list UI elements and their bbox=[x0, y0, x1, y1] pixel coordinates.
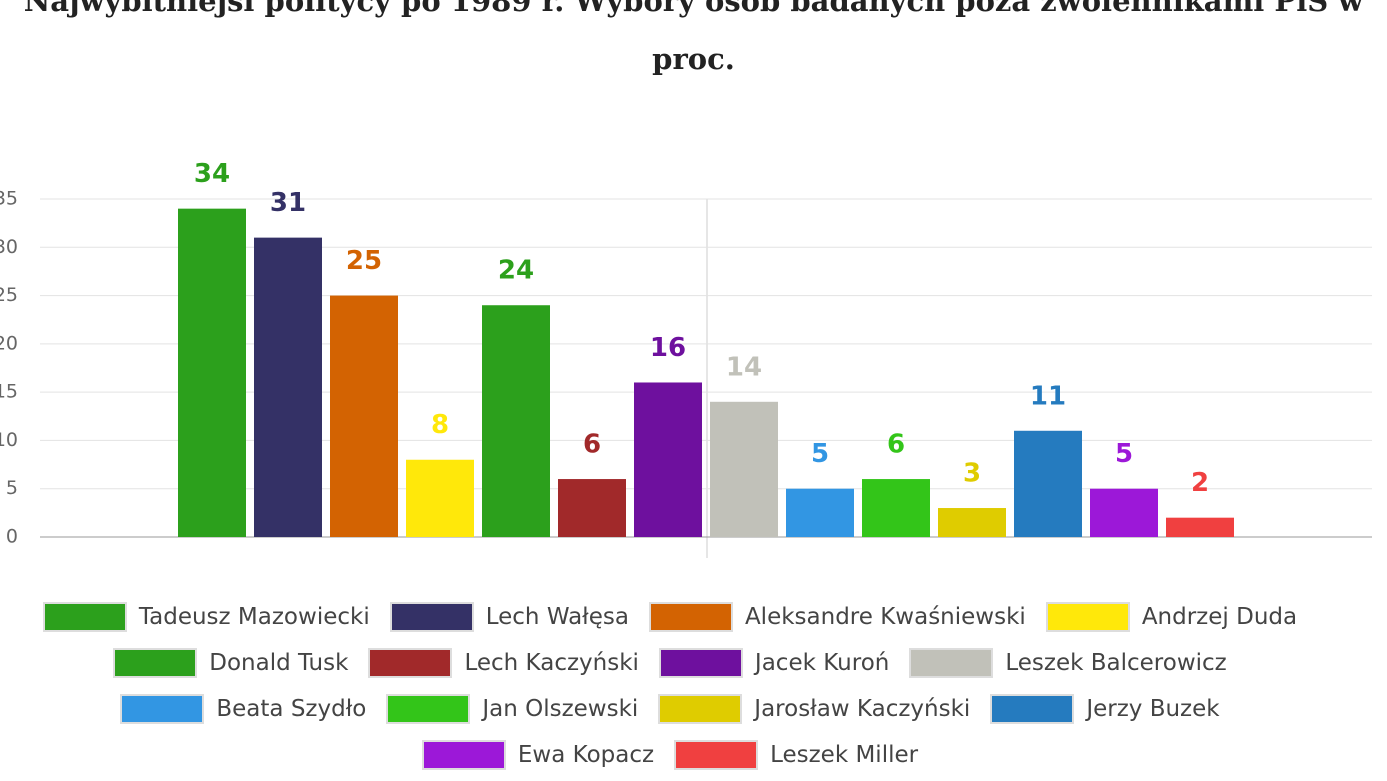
value-label: 3 bbox=[963, 459, 981, 489]
legend-swatch bbox=[909, 648, 994, 678]
y-tick-label: 25 bbox=[0, 284, 18, 306]
legend-item[interactable]: Donald Tusk bbox=[113, 648, 349, 678]
value-label: 6 bbox=[583, 430, 601, 460]
y-tick-label: 5 bbox=[6, 477, 18, 499]
bar bbox=[558, 479, 626, 537]
value-label: 5 bbox=[811, 439, 829, 469]
legend-swatch bbox=[1045, 602, 1130, 632]
legend-label: Lech Kaczyński bbox=[464, 650, 639, 676]
bar bbox=[786, 488, 854, 537]
bar bbox=[938, 508, 1006, 537]
value-label: 14 bbox=[726, 352, 762, 382]
legend-item[interactable]: Lech Wałęsa bbox=[389, 602, 629, 632]
legend-swatch bbox=[386, 694, 471, 724]
legend-label: Jarosław Kaczyński bbox=[754, 696, 971, 722]
legend-label: Jacek Kuroń bbox=[754, 650, 890, 676]
value-label: 31 bbox=[270, 188, 306, 218]
bar bbox=[634, 382, 702, 537]
y-tick-label: 30 bbox=[0, 236, 18, 258]
bar bbox=[1014, 430, 1082, 537]
legend-item[interactable]: Jerzy Buzek bbox=[990, 694, 1220, 724]
legend: Tadeusz Mazowiecki Lech Wałęsa Aleksandre … bbox=[10, 602, 1330, 770]
legend-label: Ewa Kopacz bbox=[517, 742, 655, 768]
legend-swatch bbox=[113, 648, 198, 678]
legend-swatch bbox=[658, 648, 743, 678]
y-tick-label: 10 bbox=[0, 429, 18, 451]
legend-item[interactable]: Ewa Kopacz bbox=[421, 740, 655, 770]
legend-label: Tadeusz Mazowiecki bbox=[138, 604, 370, 630]
legend-item[interactable]: Lech Kaczyński bbox=[368, 648, 639, 678]
legend-item[interactable]: Leszek Balcerowicz bbox=[909, 648, 1227, 678]
legend-item[interactable]: Jacek Kuroń bbox=[658, 648, 890, 678]
value-label: 5 bbox=[1115, 439, 1133, 469]
legend-label: Jan Olszewski bbox=[482, 696, 639, 722]
value-label: 8 bbox=[431, 410, 449, 440]
legend-swatch bbox=[658, 694, 743, 724]
legend-item[interactable]: Tadeusz Mazowiecki bbox=[42, 602, 370, 632]
legend-label: Andrzej Duda bbox=[1141, 604, 1298, 630]
value-label: 24 bbox=[498, 256, 534, 286]
bar bbox=[482, 305, 550, 537]
chart: 0 5 10 15 20 25 30 35 34 31 25 8 24 6 16 14 5 6 3 11 5 2 bbox=[0, 159, 1372, 558]
legend-swatch bbox=[389, 602, 474, 632]
legend-item[interactable]: Leszek Miller bbox=[674, 740, 919, 770]
chart-title: Najwybitniejsi politycy po 1989 r. Wybor… bbox=[23, 0, 1364, 76]
y-tick-label: 35 bbox=[0, 188, 18, 210]
legend-swatch bbox=[421, 740, 506, 770]
value-label: 2 bbox=[1191, 468, 1209, 498]
legend-swatch bbox=[990, 694, 1075, 724]
legend-item[interactable]: Beata Szydło bbox=[120, 694, 367, 724]
y-tick-label: 0 bbox=[6, 526, 18, 548]
legend-swatch bbox=[368, 648, 453, 678]
bar bbox=[330, 295, 398, 537]
legend-label: Donald Tusk bbox=[209, 650, 349, 676]
bar bbox=[1166, 517, 1234, 537]
value-label: 34 bbox=[194, 159, 230, 189]
bar bbox=[1090, 488, 1158, 537]
legend-swatch bbox=[648, 602, 733, 632]
legend-label: Jerzy Buzek bbox=[1086, 696, 1220, 722]
bar bbox=[406, 459, 474, 537]
legend-label: Leszek Miller bbox=[770, 742, 919, 768]
bar bbox=[862, 479, 930, 537]
y-tick-label: 15 bbox=[0, 381, 18, 403]
value-label: 6 bbox=[887, 430, 905, 460]
legend-swatch bbox=[674, 740, 759, 770]
bar bbox=[710, 401, 778, 537]
legend-label: Leszek Balcerowicz bbox=[1005, 650, 1227, 676]
legend-label: Aleksandre Kwaśniewski bbox=[744, 604, 1026, 630]
value-label: 25 bbox=[346, 246, 382, 276]
legend-item[interactable]: Aleksandre Kwaśniewski bbox=[648, 602, 1026, 632]
legend-label: Beata Szydło bbox=[216, 696, 367, 722]
value-label: 16 bbox=[650, 333, 686, 363]
legend-item[interactable]: Jarosław Kaczyński bbox=[658, 694, 971, 724]
legend-label: Lech Wałęsa bbox=[485, 604, 629, 630]
legend-item[interactable]: Jan Olszewski bbox=[386, 694, 639, 724]
legend-swatch bbox=[120, 694, 205, 724]
bar bbox=[254, 237, 322, 537]
bar bbox=[178, 208, 246, 537]
value-label: 11 bbox=[1030, 381, 1066, 411]
y-tick-label: 20 bbox=[0, 332, 18, 354]
legend-swatch bbox=[42, 602, 127, 632]
legend-item[interactable]: Andrzej Duda bbox=[1045, 602, 1298, 632]
